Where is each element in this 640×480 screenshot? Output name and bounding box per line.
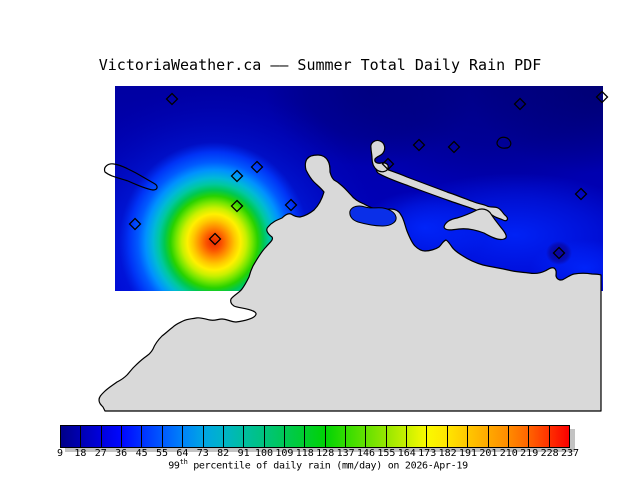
colorbar-tick-label: 109	[275, 448, 294, 459]
colorbar-cell	[81, 426, 102, 447]
colorbar-cell	[326, 426, 347, 447]
colorbar-cell	[387, 426, 408, 447]
colorbar-cell	[102, 426, 123, 447]
colorbar-tick-label: 210	[499, 448, 518, 459]
west-island-outline	[103, 163, 158, 191]
colorbar-cell	[183, 426, 204, 447]
colorbar-cell	[366, 426, 387, 447]
colorbar-tick-label: 82	[217, 448, 230, 459]
colorbar-tick-label: 100	[254, 448, 274, 459]
colorbar-tick-label: 146	[356, 448, 376, 459]
colorbar-tick-label: 155	[377, 448, 396, 459]
colorbar-cell	[407, 426, 428, 447]
colorbar-tick-label: 36	[115, 448, 128, 459]
colorbar-tick-label: 201	[479, 448, 498, 459]
colorbar-tick-label: 164	[397, 448, 416, 459]
colorbar-tick-label: 128	[316, 448, 335, 459]
colorbar-tick-label: 137	[336, 448, 355, 459]
station-marker	[208, 232, 222, 246]
caption-superscript: th	[179, 458, 188, 466]
harbour-hook-islet	[370, 139, 389, 173]
colorbar-tick-label: 118	[295, 448, 314, 459]
colorbar-cell	[305, 426, 326, 447]
station-marker	[284, 198, 298, 212]
colorbar-cell	[122, 426, 143, 447]
colorbar-caption: 99th percentile of daily rain (mm/day) o…	[168, 458, 468, 471]
colorbar-cell	[448, 426, 469, 447]
colorbar-tick-label: 237	[560, 448, 580, 459]
station-marker	[552, 246, 566, 260]
colorbar-tick-label: 182	[438, 448, 457, 459]
colorbar-cell	[509, 426, 530, 447]
station-marker	[574, 187, 588, 201]
station-marker	[230, 169, 244, 183]
colorbar-tick-label: 9	[56, 448, 64, 459]
victoria-peninsula-strip	[375, 166, 509, 222]
colorbar-cell	[468, 426, 489, 447]
small-islet-outline	[496, 136, 512, 149]
colorbar-cell	[224, 426, 245, 447]
low-value-corner	[470, 86, 603, 173]
colorbar-tick-label: 173	[418, 448, 437, 459]
colorbar-cell	[265, 426, 285, 447]
station-marker	[250, 160, 264, 174]
station-marker	[513, 97, 527, 111]
station-marker	[128, 217, 142, 231]
colorbar-cell	[61, 426, 82, 447]
colorbar-cell	[427, 426, 448, 447]
colorbar-tick-label: 91	[237, 448, 250, 459]
station-marker	[412, 138, 426, 152]
colorbar-tick-label: 18	[74, 448, 87, 459]
colorbar-tick-label: 228	[540, 448, 559, 459]
station-markers	[128, 90, 609, 260]
offshore-island	[443, 208, 507, 241]
caption-base: 99	[168, 460, 180, 472]
colorbar-gradient	[60, 425, 570, 448]
colorbar-cell	[529, 426, 550, 447]
colorbar-tick-label: 45	[135, 448, 148, 459]
colorbar-cell	[244, 426, 265, 447]
inland-bay	[349, 205, 397, 227]
station-marker	[381, 157, 395, 171]
colorbar-cell	[142, 426, 163, 447]
station-marker	[595, 90, 609, 104]
colorbar-cell	[163, 426, 184, 447]
colorbar-tick-label: 73	[196, 448, 209, 459]
colorbar-tick-label: 191	[458, 448, 478, 459]
station-marker	[230, 199, 244, 213]
station-halo	[546, 241, 572, 265]
colorbar-cell	[285, 426, 306, 447]
colorbar-cell	[489, 426, 509, 447]
colorbar-ticks: 9 18 27 36 45 55 64 73 82 91 100 109 118 128 137 146 155…	[0, 448, 640, 460]
colorbar-tick-label: 27	[94, 448, 107, 459]
colorbar-tick-label: 219	[520, 448, 539, 459]
colorbar-tick-label: 64	[176, 448, 189, 459]
station-marker	[165, 92, 179, 106]
page-title: VictoriaWeather.ca –– Summer Total Daily…	[98, 56, 542, 74]
mainland-coast	[98, 154, 602, 412]
station-marker	[447, 140, 461, 154]
colorbar-cell	[346, 426, 367, 447]
caption-rest: percentile of daily rain (mm/day) on 202…	[187, 460, 468, 472]
colorbar-cell	[204, 426, 224, 447]
colorbar-cell	[550, 426, 569, 447]
colorbar-tick-label: 55	[155, 448, 169, 459]
